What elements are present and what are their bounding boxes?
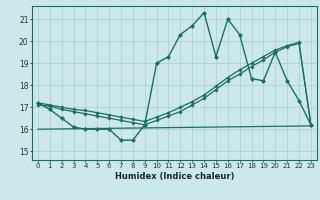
- X-axis label: Humidex (Indice chaleur): Humidex (Indice chaleur): [115, 172, 234, 181]
